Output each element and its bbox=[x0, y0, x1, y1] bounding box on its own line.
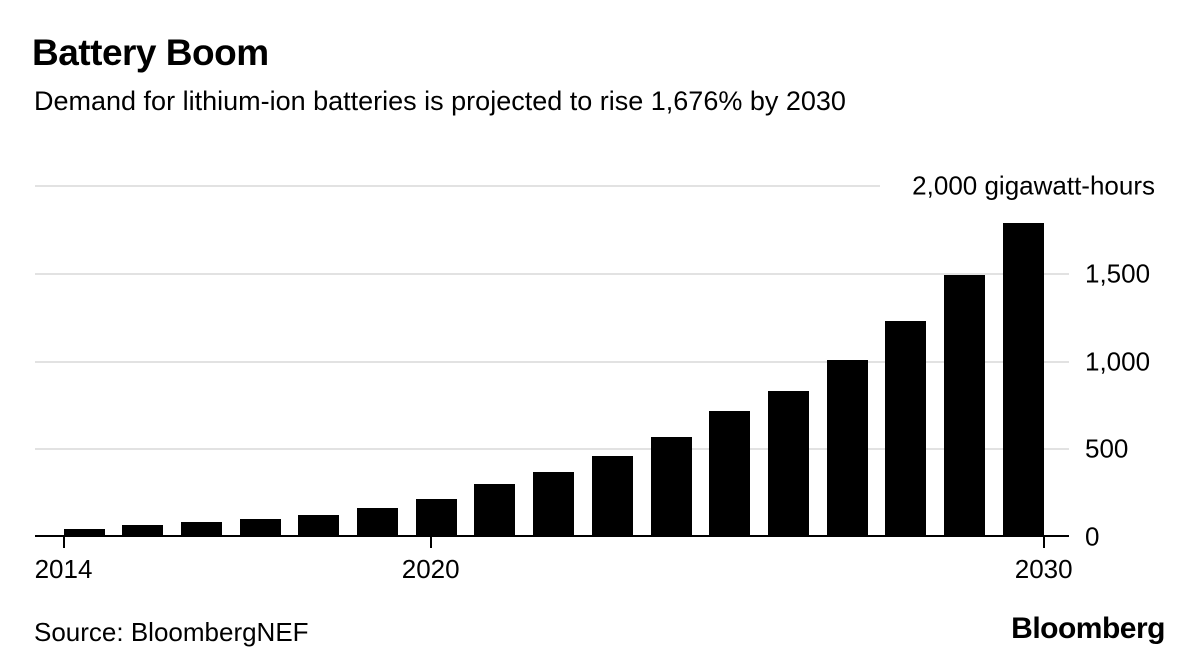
bar-2028 bbox=[885, 321, 927, 537]
gridline-max bbox=[35, 185, 880, 187]
x-axis-tick-label: 2030 bbox=[1014, 554, 1073, 584]
y-axis-tick-label: 1,000 bbox=[1085, 346, 1151, 376]
bar-2016 bbox=[180, 522, 222, 537]
bar-2018 bbox=[298, 514, 340, 537]
bar-2030 bbox=[1002, 222, 1044, 537]
x-axis-line bbox=[35, 535, 1069, 537]
y-axis-max-label: 2,000 gigawatt-hours bbox=[912, 170, 1155, 201]
chart-title: Battery Boom bbox=[32, 32, 269, 73]
bar-2015 bbox=[122, 524, 164, 537]
source-note: Source: BloombergNEF bbox=[34, 617, 309, 647]
x-axis-tick bbox=[1042, 537, 1045, 548]
gridline-1,500 bbox=[35, 272, 1069, 275]
bar-2026 bbox=[767, 391, 809, 537]
bar-2019 bbox=[357, 507, 398, 537]
bar-2022 bbox=[533, 471, 575, 537]
bar-2020 bbox=[415, 498, 457, 537]
x-axis-tick bbox=[62, 537, 65, 548]
gridline-500 bbox=[35, 448, 1069, 451]
y-axis-tick-label: 1,500 bbox=[1085, 258, 1151, 289]
bar-2027 bbox=[826, 359, 868, 537]
x-axis-tick-label: 2014 bbox=[34, 554, 93, 584]
bar-chart-plot: 2,000 gigawatt-hours 1,500 1,000 500 0 2014 2… bbox=[35, 171, 1155, 585]
chart-subtitle: Demand for lithium-ion batteries is proj… bbox=[34, 86, 846, 116]
y-axis-tick-label: 0 bbox=[1085, 521, 1100, 552]
bar-2024 bbox=[650, 436, 692, 537]
bar-2029 bbox=[944, 274, 985, 537]
x-axis-tick-label: 2020 bbox=[401, 554, 460, 584]
bar-2023 bbox=[591, 456, 633, 537]
y-axis-tick-label: 500 bbox=[1085, 433, 1129, 464]
bar-2017 bbox=[239, 518, 281, 537]
bar-2014 bbox=[63, 528, 105, 537]
bar-2021 bbox=[474, 484, 516, 537]
gridline-1,000 bbox=[35, 360, 1069, 363]
x-axis-tick bbox=[429, 537, 432, 548]
bar-2025 bbox=[709, 410, 751, 537]
bloomberg-logo: Bloomberg bbox=[1011, 612, 1165, 645]
